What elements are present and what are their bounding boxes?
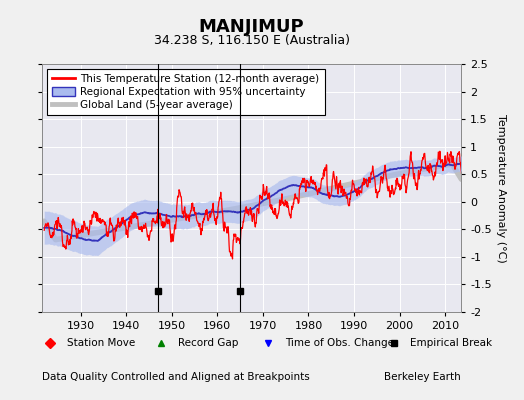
Text: Empirical Break: Empirical Break	[410, 338, 492, 348]
Text: Data Quality Controlled and Aligned at Breakpoints: Data Quality Controlled and Aligned at B…	[42, 372, 310, 382]
Text: 34.238 S, 116.150 E (Australia): 34.238 S, 116.150 E (Australia)	[154, 34, 350, 47]
Text: Station Move: Station Move	[67, 338, 135, 348]
Text: MANJIMUP: MANJIMUP	[199, 18, 304, 36]
Y-axis label: Temperature Anomaly (°C): Temperature Anomaly (°C)	[496, 114, 506, 262]
Text: Time of Obs. Change: Time of Obs. Change	[285, 338, 394, 348]
Text: Record Gap: Record Gap	[178, 338, 238, 348]
Text: Berkeley Earth: Berkeley Earth	[385, 372, 461, 382]
Legend: This Temperature Station (12-month average), Regional Expectation with 95% uncer: This Temperature Station (12-month avera…	[47, 69, 325, 115]
